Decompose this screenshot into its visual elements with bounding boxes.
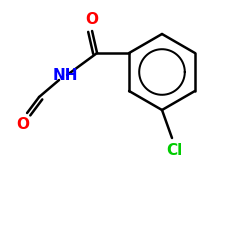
Text: NH: NH [52, 68, 78, 82]
Text: Cl: Cl [166, 143, 182, 158]
Text: O: O [16, 117, 30, 132]
Text: O: O [86, 12, 98, 27]
